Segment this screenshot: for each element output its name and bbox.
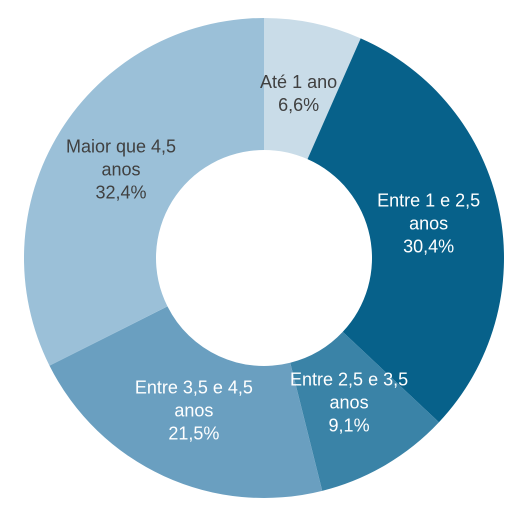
- value-label: 21,5%: [168, 423, 220, 444]
- donut-slice: [49, 306, 323, 498]
- category-label: Até 1 ano: [260, 71, 338, 92]
- category-label: Maior que 4,5 anos: [65, 136, 177, 180]
- donut-slice: [264, 18, 361, 160]
- value-label: 6,6%: [278, 94, 320, 115]
- slice-label: Entre 1 e 2,5 anos 30,4%: [364, 190, 494, 259]
- category-label: Entre 3,5 e 4,5 anos: [134, 377, 253, 421]
- category-label: Entre 1 e 2,5 anos: [377, 190, 481, 234]
- donut-slice: [290, 331, 439, 491]
- category-label: Entre 2,5 e 3,5 anos: [290, 369, 409, 413]
- slice-label: Entre 3,5 e 4,5 anos 21,5%: [129, 376, 259, 445]
- donut-slice: [23, 18, 265, 366]
- value-label: 32,4%: [95, 182, 147, 203]
- value-label: 30,4%: [403, 236, 455, 257]
- donut-slice: [307, 38, 505, 423]
- slice-label: Até 1 ano 6,6%: [234, 71, 364, 117]
- slice-label: Maior que 4,5 anos 32,4%: [56, 135, 186, 204]
- slice-label: Entre 2,5 e 3,5 anos 9,1%: [284, 368, 414, 437]
- value-label: 9,1%: [328, 415, 370, 436]
